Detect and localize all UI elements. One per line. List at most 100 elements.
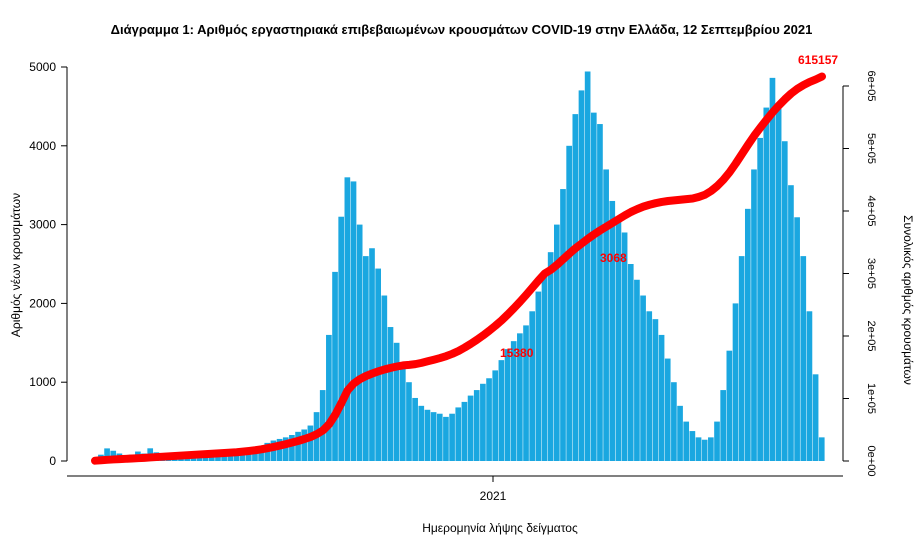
bar: [529, 311, 536, 461]
bar: [461, 401, 468, 461]
bar: [517, 333, 523, 461]
bars-group: [91, 71, 825, 462]
bar: [350, 181, 357, 462]
bar: [646, 311, 653, 461]
bar: [369, 248, 375, 461]
bar: [590, 112, 597, 461]
bar: [554, 224, 560, 461]
bar: [634, 279, 640, 461]
bar: [726, 350, 733, 461]
y2-axis-label: Συνολικός αριθμός κρουσμάτων: [901, 215, 915, 385]
bar: [812, 374, 819, 461]
bar: [597, 124, 603, 462]
annotation-15380: 15380: [500, 346, 534, 360]
bar: [769, 77, 776, 462]
bar: [584, 71, 591, 462]
bar: [221, 454, 227, 461]
bar: [751, 169, 757, 461]
bar: [794, 217, 800, 461]
bar: [295, 431, 301, 461]
bar: [387, 327, 394, 461]
y-axis-label: Αριθμός νέων κρουσμάτων: [9, 193, 23, 337]
bar: [578, 90, 585, 462]
bar: [412, 397, 418, 461]
bar: [381, 295, 388, 461]
bar: [258, 446, 264, 461]
y2-tick-label: 6e+05: [865, 71, 877, 102]
bar: [245, 449, 252, 461]
bar: [227, 453, 234, 461]
bar: [449, 413, 455, 461]
bar: [498, 360, 505, 461]
bar: [233, 453, 240, 461]
bar: [356, 224, 363, 461]
cumulative-line: [91, 72, 826, 465]
bar: [566, 145, 572, 462]
y2-tick-label: 0e+00: [865, 446, 877, 477]
bar: [775, 106, 782, 462]
bar: [332, 271, 338, 461]
bar: [714, 421, 720, 461]
bar: [307, 425, 314, 461]
ticks-group: 0 1000 2000 3000 4000 5000 0e+00 1e+05 2e+05 3e+0…: [29, 60, 877, 503]
bar: [788, 185, 794, 461]
bar: [289, 435, 295, 461]
y2-tick-label: 2e+05: [865, 321, 877, 352]
y-tick-label: 0: [49, 454, 56, 468]
bar: [252, 448, 258, 461]
bar: [683, 421, 690, 461]
bar: [492, 370, 499, 461]
bar: [430, 412, 437, 461]
bar: [424, 409, 431, 461]
bar: [443, 416, 449, 461]
bar: [708, 437, 714, 461]
bar: [282, 437, 289, 461]
bar: [344, 177, 351, 461]
bar: [560, 189, 566, 461]
bar: [757, 137, 763, 462]
bar: [609, 200, 616, 461]
annotations-group: 15380 3068 615157: [500, 53, 838, 360]
bar: [486, 378, 492, 461]
bar: [744, 208, 751, 461]
bar: [664, 358, 671, 461]
y2-tick-label: 3e+05: [865, 258, 877, 289]
bar: [455, 407, 462, 461]
bar: [677, 405, 683, 461]
bar: [326, 334, 332, 461]
bar: [510, 341, 517, 461]
bar: [480, 383, 486, 461]
annotation-3068: 3068: [600, 251, 627, 265]
x-tick-label: 2021: [480, 489, 507, 503]
bar: [104, 448, 110, 461]
bar: [208, 454, 215, 461]
bar: [732, 303, 739, 461]
bar: [375, 268, 381, 461]
y-tick-label: 4000: [29, 139, 56, 153]
bar: [689, 431, 696, 461]
bar: [338, 216, 345, 461]
bar: [652, 319, 659, 461]
bar: [621, 232, 628, 461]
bar: [695, 437, 702, 461]
annotation-615157: 615157: [798, 53, 838, 67]
chart-title: Διάγραμμα 1: Αριθμός εργαστηριακά επιβεβ…: [110, 22, 813, 37]
bar: [276, 438, 283, 461]
y-tick-label: 3000: [29, 218, 56, 232]
bar: [658, 334, 665, 461]
bar: [406, 382, 412, 461]
bar: [720, 390, 727, 461]
x-axis-label: Ημερομηνία λήψης δείγματος: [422, 521, 578, 535]
bar: [239, 452, 246, 461]
bar: [301, 429, 308, 461]
bar: [473, 390, 480, 461]
y-tick-label: 2000: [29, 296, 56, 310]
bar: [603, 169, 609, 461]
bar: [701, 439, 708, 461]
bar: [763, 107, 770, 461]
bar: [393, 342, 400, 461]
bar: [523, 325, 529, 461]
bar: [547, 252, 554, 461]
bar: [818, 437, 825, 461]
y2-tick-label: 4e+05: [865, 196, 877, 227]
